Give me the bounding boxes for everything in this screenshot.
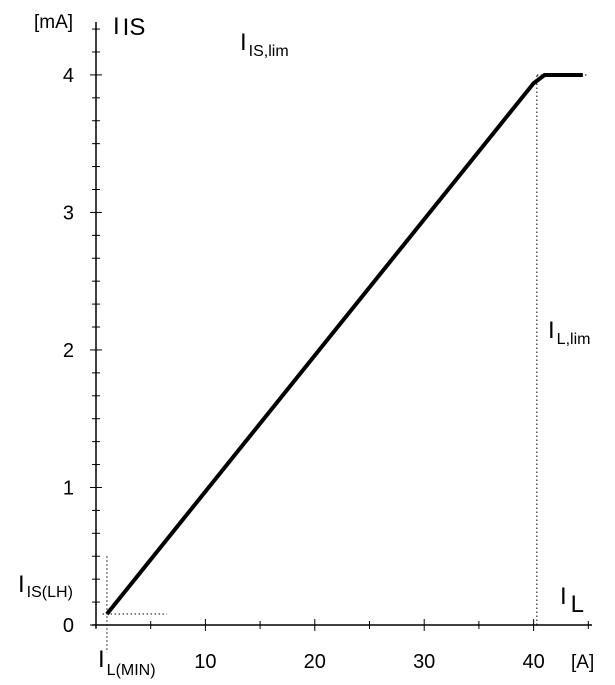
min-load-label-sub: L(MIN) bbox=[107, 662, 156, 679]
x-axis: 10 20 30 40 bbox=[92, 619, 592, 673]
sense-offset-label-main: I bbox=[18, 571, 25, 598]
y-tick-label: 1 bbox=[63, 478, 74, 500]
y-tick-label: 4 bbox=[63, 65, 74, 87]
y-axis-symbol-main: I bbox=[113, 13, 120, 40]
y-axis-symbol: I IS bbox=[113, 13, 145, 41]
min-load-label-main: I bbox=[98, 646, 105, 673]
y-axis: 0 1 2 3 4 bbox=[63, 22, 102, 637]
series-layer bbox=[105, 73, 583, 616]
x-tick-label: 20 bbox=[304, 651, 326, 673]
x-tick-label: 30 bbox=[413, 651, 435, 673]
load-limit-label: I L,lim bbox=[548, 317, 590, 348]
series-line-0 bbox=[105, 73, 583, 616]
x-tick-label: 10 bbox=[194, 651, 216, 673]
x-axis-unit: [A] bbox=[571, 652, 594, 673]
reference-lines bbox=[102, 74, 589, 653]
load-limit-label-sub: L,lim bbox=[557, 331, 591, 348]
limit-current-label-sub: IS,lim bbox=[249, 43, 289, 60]
y-tick-label: 3 bbox=[63, 203, 74, 225]
x-axis-symbol-sub: L bbox=[571, 591, 584, 618]
limit-current-label-main: I bbox=[240, 29, 247, 56]
limit-current-label: I IS,lim bbox=[240, 29, 289, 60]
y-tick-label: 0 bbox=[63, 615, 74, 637]
x-axis-symbol-main: I bbox=[560, 583, 567, 610]
load-limit-label-main: I bbox=[548, 317, 555, 344]
y-tick-label: 2 bbox=[63, 340, 74, 362]
sense-offset-label-sub: IS(LH) bbox=[27, 584, 73, 601]
min-load-label: I L(MIN) bbox=[98, 646, 156, 679]
y-axis-symbol-sub: IS bbox=[123, 14, 146, 41]
sense-offset-label: I IS(LH) bbox=[18, 571, 73, 601]
y-axis-unit: [mA] bbox=[34, 12, 73, 33]
x-tick-label: 40 bbox=[522, 651, 544, 673]
